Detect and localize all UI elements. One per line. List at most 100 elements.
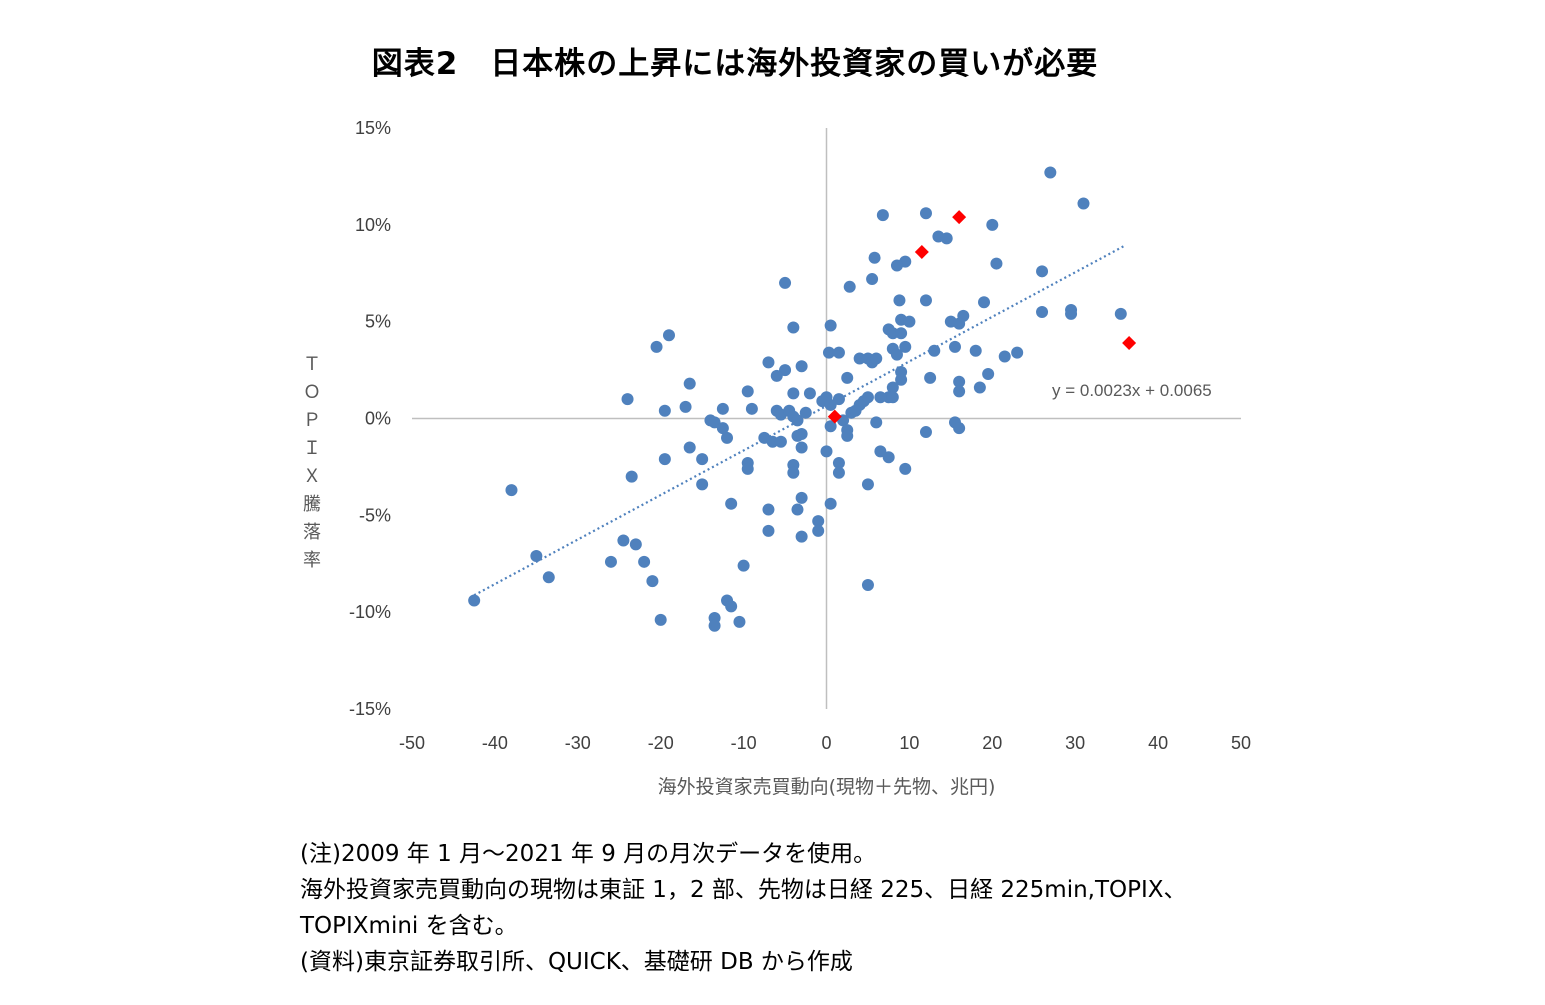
- data-point: [696, 453, 709, 466]
- data-point: [621, 393, 634, 406]
- tick-labels: -50 -40 -30 -20 -10 0 10 20 30 40 50 15% 10% 5% 0% -5% -…: [349, 118, 1251, 753]
- data-point: [843, 280, 856, 293]
- data-point: [832, 346, 845, 359]
- data-point: [762, 503, 775, 516]
- y-tick-label: 10%: [355, 215, 391, 235]
- data-point: [795, 360, 808, 373]
- highlight-point: [1122, 335, 1137, 350]
- data-point: [716, 422, 729, 435]
- y-tick-label: -5%: [359, 505, 391, 525]
- x-tick-label: -30: [565, 733, 591, 753]
- data-point: [762, 356, 775, 369]
- data-point: [886, 391, 899, 404]
- y-tick-label: 5%: [365, 312, 391, 332]
- x-tick-label: -20: [648, 733, 674, 753]
- data-point: [890, 259, 903, 272]
- note-line: (資料)東京証券取引所、QUICK、基礎研 DB から作成: [300, 949, 853, 975]
- data-point: [787, 321, 800, 334]
- data-point: [799, 406, 812, 419]
- data-point: [542, 571, 555, 584]
- data-point: [787, 466, 800, 479]
- trendline: [473, 244, 1126, 597]
- data-point: [899, 340, 912, 353]
- data-point: [824, 319, 837, 332]
- data-point: [812, 524, 825, 537]
- data-point: [795, 441, 808, 454]
- data-point: [903, 315, 916, 328]
- x-axis-label: 海外投資家売買動向(現物＋先物、兆円): [658, 776, 996, 798]
- data-point: [953, 317, 966, 330]
- data-point: [841, 429, 854, 442]
- notes: (注)2009 年 1 月～2021 年 9 月の月次データを使用。 海外投資家…: [300, 836, 1300, 980]
- data-point: [895, 373, 908, 386]
- data-point: [733, 615, 746, 628]
- data-point: [953, 422, 966, 435]
- data-point: [1011, 346, 1024, 359]
- data-point: [940, 232, 953, 245]
- scatter-chart: -50 -40 -30 -20 -10 0 10 20 30 40 50 15% 10% 5% 0% -5% -…: [303, 118, 1251, 798]
- y-tick-label: -10%: [349, 602, 391, 622]
- y-tick-label: 0%: [365, 409, 391, 429]
- data-point: [841, 371, 854, 384]
- data-point: [725, 497, 738, 510]
- y-tick-label: -15%: [349, 699, 391, 719]
- data-point: [774, 435, 787, 448]
- data-point: [708, 619, 721, 632]
- data-point: [1036, 265, 1049, 278]
- data-point: [882, 451, 895, 464]
- data-point: [770, 369, 783, 382]
- data-point: [795, 427, 808, 440]
- data-point: [629, 538, 642, 551]
- x-tick-label: -40: [482, 733, 508, 753]
- y-axis-label-char: Ｉ: [303, 438, 321, 459]
- data-point: [1036, 305, 1049, 318]
- data-point: [741, 462, 754, 475]
- data-point: [824, 398, 837, 411]
- data-point: [604, 555, 617, 568]
- data-point: [654, 613, 667, 626]
- data-point: [824, 420, 837, 433]
- data-point: [919, 294, 932, 307]
- data-point: [779, 276, 792, 289]
- data-point: [853, 352, 866, 365]
- data-point: [737, 559, 750, 572]
- data-point: [650, 340, 663, 353]
- data-point: [468, 594, 481, 607]
- data-point: [795, 530, 808, 543]
- data-point: [721, 431, 734, 444]
- y-axis-label-char: Ｔ: [303, 354, 321, 375]
- data-point: [822, 346, 835, 359]
- highlight-point: [952, 210, 967, 225]
- x-tick-label: 50: [1231, 733, 1251, 753]
- data-point: [824, 497, 837, 510]
- data-point: [874, 391, 887, 404]
- data-point: [745, 402, 758, 415]
- data-point: [617, 534, 630, 547]
- trendline-group: [473, 244, 1126, 597]
- data-point: [725, 600, 738, 613]
- data-point: [919, 207, 932, 220]
- y-axis-label-char: 騰: [303, 494, 321, 515]
- data-point: [982, 367, 995, 380]
- y-tick-label: 15%: [355, 118, 391, 138]
- data-point: [928, 344, 941, 357]
- data-point: [787, 387, 800, 400]
- x-tick-label: -10: [731, 733, 757, 753]
- data-point: [861, 478, 874, 491]
- data-point: [1044, 166, 1057, 179]
- x-tick-label: 30: [1065, 733, 1085, 753]
- data-point: [895, 327, 908, 340]
- x-tick-label: 0: [821, 733, 831, 753]
- data-point: [1065, 307, 1078, 320]
- data-point: [1114, 307, 1127, 320]
- data-point: [820, 445, 833, 458]
- data-point: [716, 402, 729, 415]
- data-point: [849, 404, 862, 417]
- data-point: [812, 515, 825, 528]
- data-point: [696, 478, 709, 491]
- data-point: [886, 381, 899, 394]
- data-point: [530, 550, 543, 563]
- data-point: [638, 555, 651, 568]
- data-point: [505, 484, 518, 497]
